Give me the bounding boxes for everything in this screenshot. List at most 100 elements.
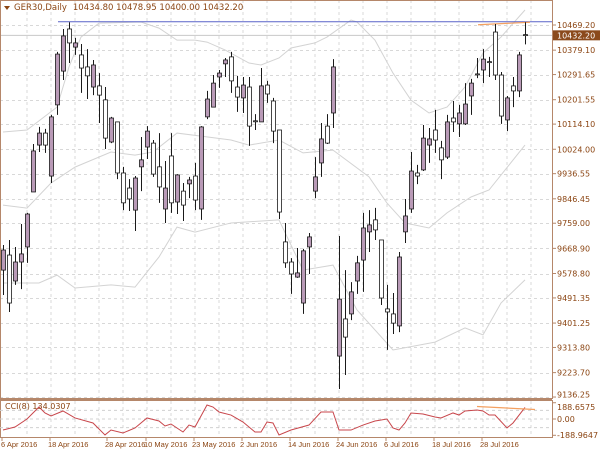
bid-price-label: 10432.20 xyxy=(557,31,595,40)
candle-bullish xyxy=(469,82,474,97)
candle-bearish xyxy=(247,86,252,127)
price-axis-label: 10469.20 xyxy=(557,21,595,30)
candle-bullish xyxy=(259,85,264,123)
candle-bullish xyxy=(361,227,366,261)
close-value: 10432.20 xyxy=(202,3,244,13)
bollinger-middle-line xyxy=(2,132,526,229)
candle-bullish xyxy=(409,170,414,210)
candle-bearish xyxy=(487,61,492,64)
candle-bullish xyxy=(109,117,114,143)
candle-bullish xyxy=(163,187,168,210)
candle-bearish xyxy=(253,120,258,123)
candle-bullish xyxy=(427,138,432,146)
cci-line xyxy=(2,404,526,436)
candle-bearish xyxy=(271,100,276,132)
price-axis-label: 10024.00 xyxy=(557,145,595,154)
date-axis-label: 6 Apr 2016 xyxy=(1,440,37,449)
candle-bullish xyxy=(217,72,222,78)
candle-bearish xyxy=(85,66,90,77)
date-axis-label: 10 May 2016 xyxy=(144,440,187,449)
candle-bearish xyxy=(103,99,108,139)
candle-bearish xyxy=(157,166,162,188)
chart-title: GER30,Daily 10434.80 10478.95 10400.00 10… xyxy=(4,3,243,13)
candle-bullish xyxy=(25,213,30,248)
candle-bearish xyxy=(265,84,270,95)
candle-bearish xyxy=(415,172,420,177)
candle-bearish xyxy=(511,85,516,92)
date-axis-label: 24 Jun 2016 xyxy=(336,440,377,449)
candle-bearish xyxy=(325,125,330,144)
candle-bullish xyxy=(49,116,54,177)
candle-bullish xyxy=(55,53,60,106)
date-axis-label: 28 Jul 2016 xyxy=(480,440,519,449)
candle-bullish xyxy=(1,249,6,271)
candle-bullish xyxy=(139,159,144,168)
low-value: 10400.00 xyxy=(159,3,200,13)
bollinger-lower-line xyxy=(3,219,526,351)
candle-bullish xyxy=(403,215,408,233)
candle-bearish xyxy=(523,34,528,37)
price-axis-label: 9846.45 xyxy=(557,195,590,204)
price-axis-label: 10201.55 xyxy=(557,96,595,105)
candle-bullish xyxy=(463,103,468,125)
cci-axis-label-bottom: -188.9647 xyxy=(557,431,598,440)
candle-bearish xyxy=(127,187,132,200)
candle-bullish xyxy=(349,291,354,315)
candle-bearish xyxy=(391,313,396,324)
price-axis-label: 10379.10 xyxy=(557,46,595,55)
candle-bearish xyxy=(181,190,186,206)
trend-line xyxy=(477,21,531,26)
price-axis-label: 9578.80 xyxy=(557,270,590,279)
date-axis-label: 18 Jul 2016 xyxy=(432,440,471,449)
date-axis-label: 23 May 2016 xyxy=(192,440,235,449)
candle-bullish xyxy=(397,256,402,327)
candle-bullish xyxy=(307,236,312,248)
candle-bullish xyxy=(301,250,306,304)
price-axis-label: 9936.55 xyxy=(557,170,590,179)
candles xyxy=(1,22,528,390)
candle-bearish xyxy=(7,254,12,304)
candle-bullish xyxy=(37,132,42,146)
high-value: 10478.95 xyxy=(116,3,157,13)
candle-bullish xyxy=(31,150,36,193)
candle-bullish xyxy=(505,97,510,121)
horizontal-lines xyxy=(0,21,552,36)
price-axis-label: 9223.70 xyxy=(557,369,590,378)
candle-bullish xyxy=(517,54,522,92)
price-axis-label: 9313.80 xyxy=(557,343,590,352)
date-axis-label: 6 Jul 2016 xyxy=(384,440,419,449)
cci-axis-label-top: 188.6575 xyxy=(557,403,595,412)
candle-bearish xyxy=(43,132,48,146)
date-axis-label: 2 Jun 2016 xyxy=(240,440,277,449)
candle-bearish xyxy=(475,73,480,76)
candle-bearish xyxy=(343,318,348,338)
candle-bullish xyxy=(295,272,300,278)
price-axis-label: 10114.10 xyxy=(557,120,595,129)
cci-trend-line xyxy=(476,405,536,411)
cci-axis-label-zero: 0.00 xyxy=(557,415,575,424)
candle-bullish xyxy=(421,137,426,171)
candle-bearish xyxy=(79,54,84,69)
candle-bearish xyxy=(451,117,456,123)
candle-bullish xyxy=(337,298,342,357)
candle-bullish xyxy=(187,179,192,185)
symbol-label: GER30,Daily xyxy=(14,3,67,13)
candle-bearish xyxy=(499,74,504,117)
price-axis-label: 10291.65 xyxy=(557,71,595,80)
candle-bullish xyxy=(19,253,24,263)
candle-bearish xyxy=(193,175,198,201)
candle-bullish xyxy=(61,35,66,72)
candle-bullish xyxy=(13,261,18,282)
candle-bearish xyxy=(283,241,288,264)
cci-value: 134.0307 xyxy=(32,402,71,411)
date-axis-label: 28 Apr 2016 xyxy=(105,440,145,449)
candle-bullish xyxy=(367,224,372,233)
candle-bearish xyxy=(493,31,498,76)
price-axis-label: 9136.25 xyxy=(557,391,590,400)
candle-bullish xyxy=(331,66,336,114)
candle-bearish xyxy=(373,219,378,231)
candle-bullish xyxy=(175,174,180,203)
candle-bearish xyxy=(121,172,126,204)
dropdown-triangle-icon[interactable] xyxy=(4,5,10,10)
